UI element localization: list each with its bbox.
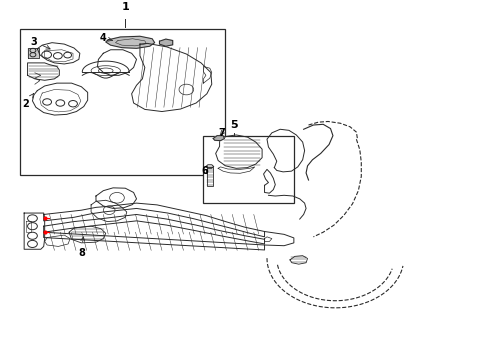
Text: 3: 3 <box>30 37 50 49</box>
Bar <box>207 167 213 186</box>
Text: 4: 4 <box>100 33 112 43</box>
Text: 8: 8 <box>78 237 85 258</box>
Polygon shape <box>159 39 172 46</box>
Text: 1: 1 <box>122 3 129 13</box>
Text: 6: 6 <box>201 166 208 176</box>
Polygon shape <box>106 36 155 48</box>
Polygon shape <box>213 136 224 141</box>
Bar <box>203 136 294 203</box>
Text: 2: 2 <box>23 94 33 109</box>
Bar <box>20 29 225 175</box>
Text: 5: 5 <box>230 120 238 130</box>
Text: 7: 7 <box>219 128 225 138</box>
